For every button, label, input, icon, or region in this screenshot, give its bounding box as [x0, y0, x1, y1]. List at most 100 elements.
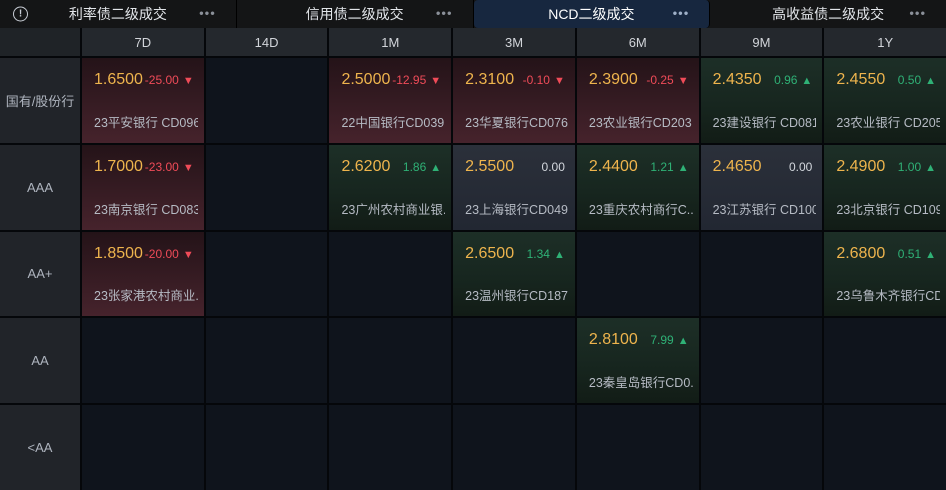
rate-line: 2.6200 1.86 ▲: [329, 145, 451, 176]
empty-cell-r4-1M: [327, 405, 452, 490]
table-row-aaa: AAA 1.7000 -23.00 ▼ 23南京银行 CD083 2.6200 1.86 ▲ 2…: [0, 142, 946, 230]
rate-value: 2.3100: [465, 71, 515, 88]
up-arrow-icon: ▲: [430, 161, 442, 174]
tab-more-icon[interactable]: •••: [199, 5, 216, 21]
bond-name: 23秦皇岛银行CD0...: [588, 376, 693, 391]
change-amount: 1.34: [526, 246, 550, 261]
rate-cell-r2-3M[interactable]: 2.6500 1.34 ▲ 23温州银行CD187: [451, 231, 575, 317]
change-amount: -25.00: [144, 73, 179, 87]
empty-cell-r3-7D: [80, 318, 204, 404]
rate-change: 0.00: [789, 160, 812, 174]
tab-more-icon[interactable]: •••: [435, 5, 453, 21]
table-row-soe-joint-stock: 国有/股份行 1.6500 -25.00 ▼ 23平安银行 CD096 2.5000 -12…: [0, 56, 946, 143]
tab-credit-bond-trades[interactable]: 信用债二级成交 •••: [237, 0, 474, 28]
rate-cell-r0-1M[interactable]: 2.5000 -12.95 ▼ 22中国银行CD039: [327, 58, 452, 143]
column-header-7D: 7D: [80, 28, 204, 56]
tab-more-icon[interactable]: •••: [909, 5, 926, 21]
rate-cell-r0-7D[interactable]: 1.6500 -25.00 ▼ 23平安银行 CD096: [80, 58, 204, 143]
rate-change: 1.86 ▲: [403, 160, 441, 174]
change-amount: -12.95: [392, 73, 427, 87]
table-row-aa: AA 2.8100 7.99 ▲ 23秦皇岛银行CD0...: [0, 316, 946, 404]
down-arrow-icon: ▼: [182, 75, 194, 87]
rate-change: 0.51 ▲: [898, 247, 936, 261]
bond-name: 23北京银行 CD109: [836, 202, 941, 217]
change-amount: 0.00: [541, 159, 565, 174]
rate-line: 2.3900 -0.25 ▼: [577, 58, 699, 89]
rate-change: -12.95 ▼: [392, 73, 441, 87]
up-arrow-icon: ▲: [801, 75, 813, 87]
bond-name: 23张家港农村商业...: [94, 289, 198, 304]
rate-cell-r1-9M[interactable]: 2.4650 0.00 23江苏银行 CD100: [698, 144, 823, 230]
rate-cell-r0-1Y[interactable]: 2.4550 0.50 ▲ 23农业银行 CD205: [822, 58, 946, 143]
info-icon[interactable]: !: [13, 6, 28, 22]
column-header-3M: 3M: [451, 28, 575, 56]
rate-cell-r1-7D[interactable]: 1.7000 -23.00 ▼ 23南京银行 CD083: [80, 144, 204, 230]
bond-name: 23农业银行CD203: [588, 115, 692, 130]
tab-rate-bond-trades[interactable]: 利率债二级成交 •••: [0, 0, 237, 28]
up-arrow-icon: ▲: [925, 75, 937, 87]
rate-change: -23.00 ▼: [145, 160, 194, 174]
column-header-1Y: 1Y: [822, 28, 946, 56]
column-header-9M: 9M: [698, 28, 823, 56]
rate-line: 2.4350 0.96 ▲: [701, 58, 823, 89]
rate-line: 2.8100 7.99 ▲: [577, 318, 699, 349]
bond-name: 23江苏银行 CD100: [712, 202, 817, 217]
empty-cell-r1-14D: [203, 144, 328, 230]
rate-cell-r3-6M[interactable]: 2.8100 7.99 ▲ 23秦皇岛银行CD0...: [574, 318, 699, 404]
tab-label: 利率债二级成交: [68, 6, 167, 22]
rate-line: 2.5000 -12.95 ▼: [329, 58, 451, 89]
row-label-aa-plus: AA+: [0, 231, 80, 317]
empty-cell-r3-1M: [327, 318, 452, 404]
empty-cell-r3-1Y: [822, 318, 946, 404]
rate-value: 1.7000: [94, 157, 143, 175]
bond-name: 23上海银行CD049: [465, 202, 568, 217]
rate-line: 2.4650 0.00: [701, 145, 823, 176]
rate-line: 2.4400 1.21 ▲: [577, 145, 699, 176]
rate-cell-r2-7D[interactable]: 1.8500 -20.00 ▼ 23张家港农村商业...: [80, 231, 204, 317]
table-row-below-aa: <AA: [0, 403, 946, 490]
rate-cell-r0-6M[interactable]: 2.3900 -0.25 ▼ 23农业银行CD203: [574, 58, 699, 143]
row-label-aaa: AAA: [0, 144, 80, 230]
change-amount: 1.86: [402, 159, 427, 174]
change-amount: 1.00: [897, 159, 922, 174]
rate-value: 1.8500: [94, 244, 143, 262]
down-arrow-icon: ▼: [182, 161, 194, 174]
rate-value: 2.6500: [465, 244, 515, 262]
change-amount: -0.10: [522, 73, 550, 87]
rate-change: -25.00 ▼: [145, 73, 194, 87]
rate-value: 2.8100: [588, 331, 638, 349]
rate-value: 2.6800: [836, 244, 886, 262]
empty-cell-r3-9M: [698, 318, 823, 404]
rate-cell-r1-1Y[interactable]: 2.4900 1.00 ▲ 23北京银行 CD109: [822, 144, 946, 230]
rate-cell-r1-6M[interactable]: 2.4400 1.21 ▲ 23重庆农村商行C...: [574, 144, 699, 230]
rate-line: 1.8500 -20.00 ▼: [82, 232, 204, 263]
row-label-soe-joint-stock: 国有/股份行: [0, 58, 80, 143]
row-label-below-aa: <AA: [0, 405, 80, 490]
bond-name: 23重庆农村商行C...: [588, 202, 693, 217]
rate-value: 2.4350: [712, 71, 762, 88]
empty-cell-r2-14D: [203, 231, 328, 317]
empty-cell-r2-1M: [327, 231, 452, 317]
rate-line: 1.7000 -23.00 ▼: [82, 145, 204, 176]
tab-high-yield-bond-trades[interactable]: 高收益债二级成交 •••: [710, 0, 946, 28]
rate-value: 2.4900: [836, 157, 886, 175]
change-amount: -20.00: [144, 246, 179, 261]
rate-cell-r1-1M[interactable]: 2.6200 1.86 ▲ 23广州农村商业银...: [327, 144, 452, 230]
rate-cell-r0-9M[interactable]: 2.4350 0.96 ▲ 23建设银行 CD081: [698, 58, 823, 143]
down-arrow-icon: ▼: [430, 75, 442, 87]
bond-name: 23农业银行 CD205: [836, 115, 941, 130]
rate-cell-r2-1Y[interactable]: 2.6800 0.51▲ 23乌鲁木齐银行CD...: [822, 231, 946, 317]
rate-value: 2.4550: [836, 71, 886, 88]
tab-more-icon[interactable]: •••: [672, 5, 690, 21]
rate-change: -0.10 ▼: [523, 73, 565, 87]
up-arrow-icon: ▲: [553, 248, 565, 261]
rate-cell-r0-3M[interactable]: 2.3100 -0.10 ▼ 23华夏银行CD076: [451, 58, 575, 143]
column-header-1M: 1M: [327, 28, 452, 56]
column-header-6M: 6M: [574, 28, 699, 56]
tab-strip: 利率债二级成交 ••• 信用债二级成交 ••• NCD二级成交 ••• 高收益债二级成交 ••…: [0, 0, 946, 28]
rate-line: 2.4550 0.50 ▲: [824, 58, 946, 89]
bond-name: 23华夏银行CD076: [465, 115, 568, 130]
tab-ncd-trades[interactable]: NCD二级成交 •••: [473, 0, 711, 28]
rate-cell-r1-3M[interactable]: 2.5500 0.00 23上海银行CD049: [451, 144, 575, 230]
rate-line: 2.6500 1.34 ▲: [453, 232, 575, 263]
